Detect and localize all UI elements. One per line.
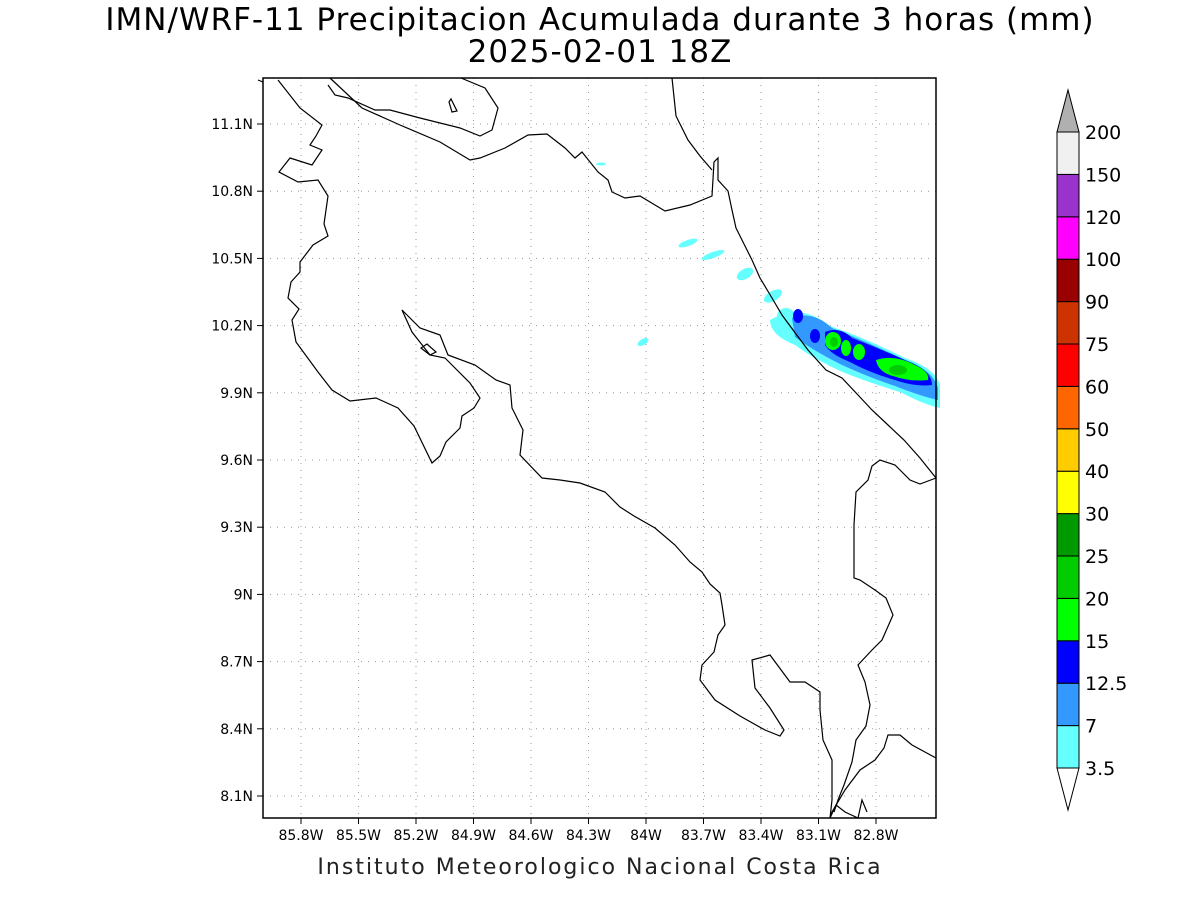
- colorbar-swatch: [1056, 725, 1080, 769]
- colorbar-swatch: [1056, 258, 1080, 303]
- colorbar-min-arrow: [1056, 767, 1080, 812]
- colorbar-label: 20: [1085, 588, 1109, 610]
- colorbar-swatch: [1056, 428, 1080, 472]
- colorbar-swatch: [1056, 682, 1080, 727]
- colorbar-legend: 3.5 7 12.5 15 20 25 30 40 50 60 75 90 100 120 150 200: [1056, 88, 1127, 812]
- lon-label: 85.5W: [336, 828, 381, 844]
- colorbar-swatch: [1056, 343, 1080, 387]
- lon-label: 83.1W: [796, 828, 841, 844]
- map-frame: [262, 77, 937, 819]
- coastline: [257, 77, 937, 819]
- lon-label: 84.3W: [566, 828, 611, 844]
- colorbar-swatch: [1056, 513, 1080, 557]
- colorbar-swatch: [1056, 555, 1080, 599]
- map-date: 2025-02-01 18Z: [467, 34, 733, 70]
- lat-label: 10.5N: [211, 251, 253, 267]
- lat-label: 10.8N: [211, 184, 253, 200]
- colorbar-swatch: [1056, 597, 1080, 642]
- lat-label: 11.1N: [211, 117, 253, 133]
- colorbar-swatch: [1056, 640, 1080, 684]
- colorbar-label: 25: [1085, 546, 1109, 568]
- map-title: IMN/WRF-11 Precipitacion Acumulada duran…: [105, 2, 1095, 38]
- lon-label: 84.9W: [451, 828, 496, 844]
- lat-label: 8.7N: [220, 655, 253, 671]
- lat-label: 10.2N: [211, 319, 253, 335]
- colorbar-swatch: [1056, 385, 1080, 430]
- colorbar-label: 50: [1085, 419, 1109, 441]
- colorbar-label: 120: [1085, 207, 1121, 229]
- colorbar-max-arrow: [1056, 88, 1080, 133]
- lon-label: 83.7W: [681, 828, 726, 844]
- lat-label: 9N: [234, 587, 253, 603]
- colorbar-swatch: [1056, 216, 1080, 260]
- colorbar-label: 40: [1085, 461, 1109, 483]
- map-grid: [263, 78, 936, 818]
- lon-label: 83.4W: [738, 828, 783, 844]
- colorbar-label: 100: [1085, 249, 1121, 271]
- colorbar-label: 90: [1085, 292, 1109, 314]
- colorbar-swatch: [1056, 301, 1080, 345]
- colorbar-label: 15: [1085, 631, 1109, 653]
- lon-label: 82.8W: [853, 828, 898, 844]
- lon-label: 85.8W: [278, 828, 323, 844]
- lat-label: 9.3N: [220, 520, 253, 536]
- footer-credit: Instituto Meteorologico Nacional Costa R…: [317, 855, 883, 880]
- precipitation-field: [596, 162, 940, 408]
- colorbar-swatch: [1056, 470, 1080, 515]
- lat-label: 9.9N: [220, 386, 253, 402]
- lat-label: 8.4N: [220, 722, 253, 738]
- colorbar-label: 7: [1085, 716, 1097, 738]
- colorbar-swatch: [1056, 131, 1080, 175]
- lat-label: 8.1N: [220, 789, 253, 805]
- colorbar-label: 60: [1085, 376, 1109, 398]
- colorbar-label: 150: [1085, 164, 1121, 186]
- lon-label: 84.6W: [508, 828, 553, 844]
- colorbar-label: 3.5: [1085, 758, 1115, 780]
- map-axes: 11.1N 10.8N 10.5N 10.2N 9.9N 9.6N 9.3N 9N 8.7N 8.…: [211, 117, 898, 844]
- colorbar-swatch: [1056, 173, 1080, 218]
- lon-label: 84W: [630, 828, 662, 844]
- lat-label: 9.6N: [220, 453, 253, 469]
- colorbar-label: 30: [1085, 504, 1109, 526]
- lon-label: 85.2W: [393, 828, 438, 844]
- colorbar-label: 200: [1085, 122, 1121, 144]
- colorbar-label: 12.5: [1085, 673, 1127, 695]
- colorbar-label: 75: [1085, 334, 1109, 356]
